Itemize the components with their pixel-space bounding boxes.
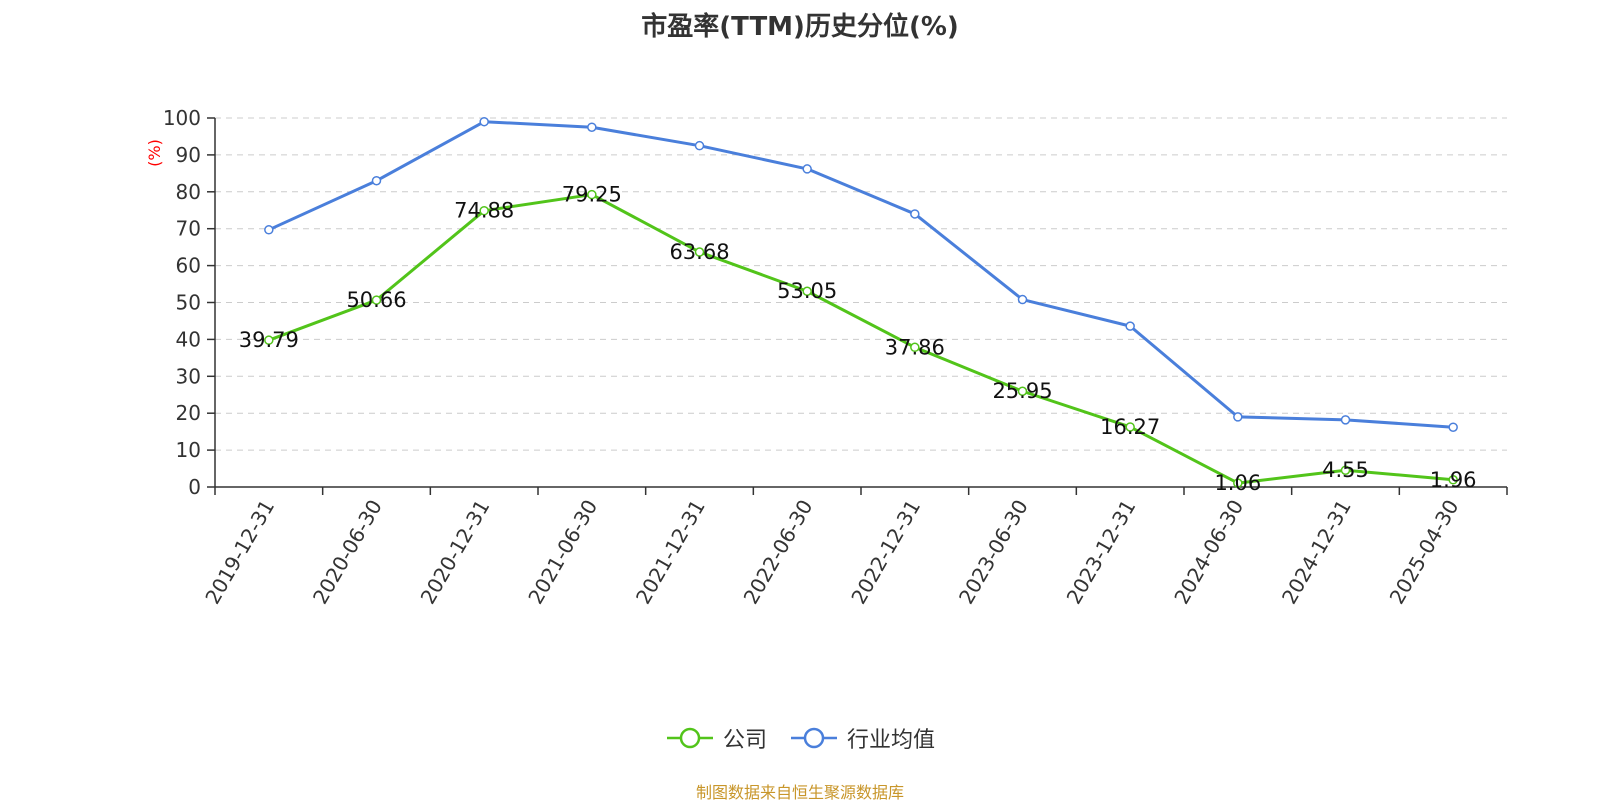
data-point bbox=[910, 209, 920, 219]
x-tick-label: 2023-12-31 bbox=[1062, 496, 1141, 609]
data-label: 16.27 bbox=[1100, 415, 1160, 439]
x-tick-label: 2021-12-31 bbox=[631, 496, 710, 609]
data-point bbox=[264, 335, 274, 345]
x-tick-label: 2020-06-30 bbox=[308, 496, 387, 609]
data-point bbox=[910, 342, 920, 353]
data-label: 1.06 bbox=[1214, 471, 1261, 495]
series-line-1 bbox=[268, 120, 1454, 429]
legend: 公司 行业均值 bbox=[0, 722, 1600, 754]
legend-company-label: 公司 bbox=[722, 728, 767, 753]
x-tick-label: 2023-06-30 bbox=[954, 496, 1033, 609]
data-label: 53.05 bbox=[777, 279, 837, 303]
data-point bbox=[264, 225, 274, 235]
series-lines bbox=[264, 116, 1458, 488]
data-label: 63.68 bbox=[669, 240, 729, 264]
legend-industry-label: 行业均值 bbox=[847, 728, 936, 753]
data-point bbox=[694, 247, 705, 257]
y-tick-label: 30 bbox=[176, 364, 201, 388]
source-note: 制图数据来自恒生聚源数据库 bbox=[695, 783, 904, 802]
data-label: 50.66 bbox=[346, 288, 406, 312]
y-tick-label: 0 bbox=[188, 475, 201, 499]
data-point bbox=[1340, 465, 1351, 475]
axes: 0 10 20 30 40 50 60 70 80 90 100 (%) 2019-12-31 2020-… bbox=[145, 106, 1508, 609]
chart-title: 市盈率(TTM)历史分位(%) bbox=[641, 12, 959, 42]
y-tick-label: 90 bbox=[176, 143, 201, 167]
data-point bbox=[1340, 415, 1351, 425]
y-axis-unit: (%) bbox=[145, 139, 164, 167]
data-labels: 39.79 50.66 74.88 79.25 63.68 53.05 37.86 25.95… bbox=[239, 183, 1477, 496]
data-point bbox=[1125, 321, 1135, 331]
data-label: 79.25 bbox=[562, 183, 622, 207]
x-tick-label: 2020-12-31 bbox=[416, 496, 495, 609]
data-point bbox=[1448, 475, 1458, 485]
legend-item-company[interactable]: 公司 bbox=[665, 722, 767, 754]
data-label: 37.86 bbox=[885, 335, 945, 359]
y-tick-label: 70 bbox=[176, 217, 201, 241]
data-point bbox=[587, 122, 597, 132]
data-point bbox=[1448, 422, 1458, 432]
series-line-0 bbox=[268, 193, 1454, 485]
legend-company-marker bbox=[666, 727, 713, 749]
data-label: 4.55 bbox=[1322, 458, 1369, 482]
data-point bbox=[1125, 422, 1135, 432]
legend-industry-marker bbox=[791, 727, 837, 749]
x-tick-label: 2022-06-30 bbox=[739, 496, 818, 609]
x-tick-label: 2019-12-31 bbox=[200, 496, 279, 609]
x-tick-label: 2024-06-30 bbox=[1169, 496, 1248, 609]
legend-item-industry[interactable]: 行业均值 bbox=[789, 722, 935, 754]
data-point bbox=[694, 140, 705, 151]
y-tick-label: 20 bbox=[176, 401, 201, 425]
y-tick-label: 50 bbox=[176, 291, 201, 315]
y-tick-label: 40 bbox=[176, 327, 201, 351]
data-point bbox=[1017, 386, 1028, 396]
data-point bbox=[1017, 294, 1028, 305]
data-point bbox=[479, 116, 489, 127]
data-point bbox=[1233, 478, 1243, 488]
x-tick-label: 2021-06-30 bbox=[523, 496, 602, 609]
data-point bbox=[587, 189, 597, 200]
data-label: 25.95 bbox=[992, 379, 1052, 403]
data-point bbox=[802, 286, 812, 296]
y-tick-label: 80 bbox=[176, 180, 201, 204]
data-point bbox=[802, 164, 812, 174]
data-label: 39.79 bbox=[239, 328, 299, 352]
data-point bbox=[1233, 412, 1243, 422]
data-label: 1.96 bbox=[1430, 468, 1477, 492]
y-tick-label: 100 bbox=[163, 106, 201, 130]
y-tick-label: 10 bbox=[176, 438, 201, 462]
x-tick-label: 2022-12-31 bbox=[846, 496, 925, 609]
x-tick-label: 2024-12-31 bbox=[1277, 496, 1356, 609]
data-point bbox=[371, 295, 382, 305]
data-point bbox=[371, 175, 382, 186]
data-label: 74.88 bbox=[454, 199, 514, 223]
y-tick-label: 60 bbox=[176, 254, 201, 278]
grid-lines bbox=[215, 117, 1507, 451]
data-point bbox=[479, 205, 489, 216]
x-tick-label: 2025-04-30 bbox=[1385, 496, 1464, 609]
